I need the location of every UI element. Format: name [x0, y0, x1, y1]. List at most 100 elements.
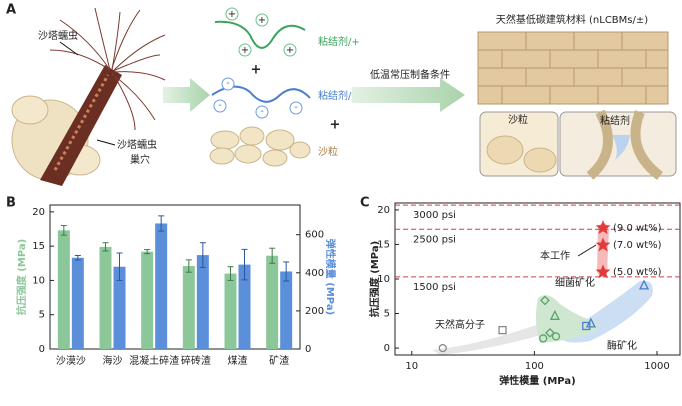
point: [551, 332, 561, 341]
panel-label: C: [360, 196, 370, 211]
panel-label: B: [6, 196, 16, 211]
bar: [266, 255, 279, 349]
grain: [523, 147, 557, 173]
bar: [71, 257, 84, 349]
worm-illustration: [11, 7, 166, 186]
series-label: 本工作: [540, 249, 570, 262]
point-label: (5.0 wt%): [613, 267, 662, 278]
binder-pos-label: 粘结剂/+: [318, 35, 360, 48]
point: [595, 220, 611, 235]
bar: [113, 266, 126, 349]
reference-label: 2500 psi: [413, 234, 456, 245]
y-tick-label: 20: [32, 207, 45, 218]
y2-tick-label: 600: [305, 230, 324, 241]
point: [595, 237, 611, 252]
grain-edge: [586, 109, 664, 181]
panel-a: A 沙塔蠕虫 沙塔蠕虫 巢穴 +++ + 粘结剂/+ + --- - 粘结剂/- +…: [6, 3, 677, 186]
svg-text:+: +: [241, 45, 249, 56]
y-tick-label: 0: [39, 344, 45, 355]
condition-label: 低温常压制备条件: [370, 68, 450, 81]
pointer: [577, 244, 597, 257]
y-axis-title: 抗压强度 (MPa): [368, 241, 381, 317]
product-label: 天然基低碳建筑材料 (nLCBMs/±): [496, 13, 648, 26]
svg-text:-: -: [294, 102, 298, 113]
series-label: 天然高分子: [435, 318, 485, 331]
arrow: [163, 78, 210, 112]
point: [540, 295, 550, 306]
bar: [57, 230, 70, 349]
bar: [196, 255, 209, 349]
svg-text:-: -: [218, 100, 222, 111]
charges: [225, 7, 297, 57]
y-tick-label: 0: [384, 343, 390, 354]
charges: --- -: [218, 78, 298, 117]
bar: [224, 273, 237, 349]
point: [438, 343, 447, 353]
x-tick-label: 10: [405, 361, 418, 372]
svg-text:+: +: [258, 15, 266, 26]
panel-label: A: [6, 3, 16, 18]
y-tick-label: 5: [384, 309, 390, 320]
y2-tick-label: 200: [305, 306, 324, 317]
binder-bridge: [612, 135, 630, 160]
series-label: 酶矿化: [607, 339, 637, 352]
arrow: [352, 78, 465, 112]
point: [595, 264, 611, 279]
x-tick-label: 混凝土碎渣: [129, 354, 179, 367]
plus: +: [251, 63, 262, 78]
point: [539, 334, 548, 343]
x-tick-label: 碎砖渣: [181, 354, 211, 367]
x-tick-label: 100: [525, 361, 544, 372]
svg-text:+: +: [286, 45, 294, 56]
svg-text:+: +: [228, 9, 236, 20]
y-tick-label: 15: [377, 239, 390, 250]
bar: [141, 251, 154, 349]
x-tick-label: 沙漠沙: [56, 355, 86, 367]
point: [638, 279, 650, 290]
point: [545, 327, 555, 338]
y-tick-label: 5: [39, 310, 45, 321]
x-axis-title: 弹性模量 (MPa): [499, 374, 575, 387]
x-tick-label: 矿渣: [269, 354, 289, 367]
bar: [238, 264, 251, 349]
svg-text:-: -: [260, 106, 264, 117]
y2-tick-label: 400: [305, 268, 324, 279]
charges: + + + +: [228, 9, 294, 56]
svg-text:-: -: [226, 78, 230, 89]
pointer: [96, 139, 116, 146]
x-tick-label: 海沙: [103, 354, 123, 367]
inset-sand-label: 沙粒: [508, 113, 528, 126]
y-axis-title: 抗压强度 (MPa): [15, 239, 28, 315]
y2-tick-label: 0: [305, 344, 311, 355]
reference-label: 3000 psi: [413, 210, 456, 221]
sand-grains: [209, 126, 311, 167]
reference-label: 1500 psi: [413, 282, 456, 293]
worm-label: 沙塔蠕虫: [38, 29, 78, 42]
brick-wall: [477, 31, 669, 105]
y-tick-label: 10: [32, 275, 45, 286]
point: [549, 309, 560, 320]
point-label: (7.0 wt%): [613, 240, 662, 251]
bar: [280, 271, 293, 349]
grain: [486, 135, 524, 165]
bar: [155, 223, 168, 349]
binder-neg-label: 粘结剂/-: [318, 89, 355, 102]
nest-label: 巢穴: [130, 153, 150, 166]
charges: [213, 77, 303, 119]
x-tick-label: 1000: [644, 361, 669, 372]
inset-binder-label: 粘结剂: [600, 114, 630, 127]
pointer: [59, 41, 79, 56]
y-tick-label: 15: [32, 241, 45, 252]
point: [498, 325, 507, 335]
bar: [182, 266, 195, 349]
binder-pos-chain: [214, 20, 306, 49]
x-tick-label: 煤渣: [228, 354, 248, 367]
y2-axis-title: 弹性模量 (MPa): [324, 239, 337, 315]
y-tick-label: 20: [377, 205, 390, 216]
bar: [99, 246, 112, 349]
point: [582, 321, 591, 331]
y-tick-label: 10: [377, 274, 390, 285]
series-label: 细菌矿化: [555, 276, 595, 289]
nest-label: 沙塔蠕虫: [117, 138, 157, 151]
